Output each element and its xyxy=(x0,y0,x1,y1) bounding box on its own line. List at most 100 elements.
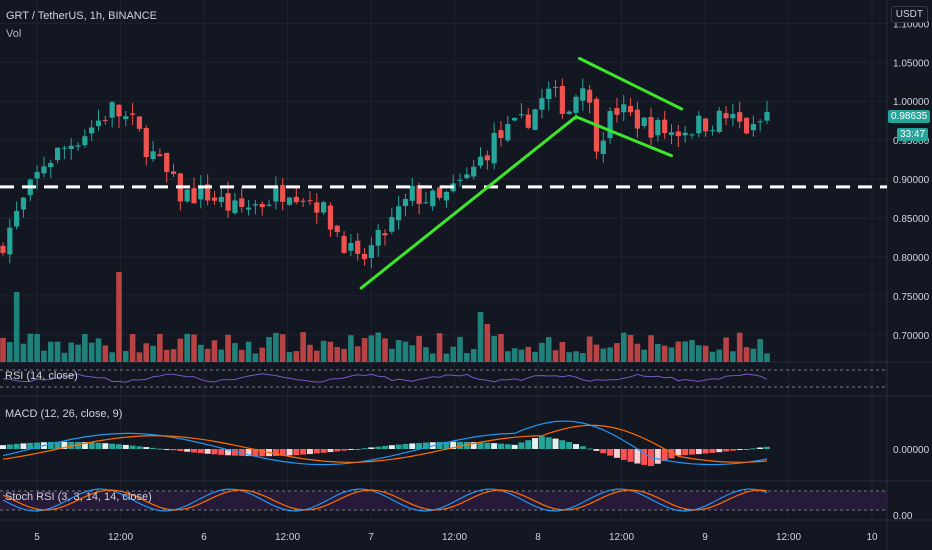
volume-bar xyxy=(300,332,306,362)
candle-body xyxy=(34,172,40,179)
candle-body xyxy=(102,119,108,121)
candle-body xyxy=(518,114,525,116)
stoch-k-line xyxy=(2,488,768,512)
macd-histogram-bar xyxy=(620,449,627,460)
price-tick-label: 1.10000 xyxy=(893,19,930,30)
volume-bar xyxy=(429,353,436,362)
volume-bar xyxy=(641,349,648,362)
volume-bar xyxy=(730,351,736,362)
candle-body xyxy=(484,155,490,161)
candle-body xyxy=(116,104,122,117)
candle-body xyxy=(341,235,347,253)
macd-histogram-bar xyxy=(0,445,6,449)
currency-selector[interactable]: USDT xyxy=(890,6,928,23)
candle-body xyxy=(641,117,647,126)
pattern-trendline xyxy=(574,115,673,158)
candle-body xyxy=(737,112,743,122)
macd-histogram-bar xyxy=(607,449,614,456)
volume-bar xyxy=(648,335,654,362)
candle-body xyxy=(587,89,593,103)
volume-bar xyxy=(695,345,702,362)
macd-histogram-bar xyxy=(259,449,266,457)
candle-body xyxy=(368,245,374,259)
volume-bar xyxy=(129,334,136,362)
time-axis[interactable]: 5 12:00 6 12:00 7 12:00 8 12:00 9 12:00 10 xyxy=(34,532,878,543)
time-tick-label: 5 xyxy=(34,532,40,543)
symbol-title[interactable]: GRT / TetherUS, 1h, BINANCE xyxy=(6,10,158,22)
macd-histogram-bar xyxy=(68,441,75,449)
volume-bar xyxy=(375,332,381,362)
volume-bar xyxy=(518,349,525,362)
macd-histogram-bar xyxy=(559,440,566,449)
volume-bar xyxy=(163,349,170,362)
candle-body xyxy=(552,87,559,89)
macd-histogram-bar xyxy=(504,444,511,449)
candle-body xyxy=(668,132,675,136)
candle-body xyxy=(416,185,422,204)
candle-body xyxy=(75,145,81,147)
candle-body xyxy=(662,119,668,134)
macd-histogram-bar xyxy=(347,449,354,450)
volume-bar xyxy=(600,348,607,362)
candle-body xyxy=(286,197,293,205)
macd-histogram-bar xyxy=(122,444,129,449)
pattern-lines[interactable] xyxy=(359,56,684,290)
candle-body xyxy=(375,229,381,246)
candle-body xyxy=(273,187,279,202)
candle-body xyxy=(334,225,340,233)
volume-bar xyxy=(41,350,47,362)
candle-body xyxy=(600,140,606,155)
volume-label[interactable]: Vol xyxy=(6,28,22,40)
macd-histogram-bar xyxy=(579,446,586,449)
volume-bar xyxy=(95,338,102,362)
volume-bar xyxy=(102,345,109,362)
macd-histogram-bar xyxy=(552,438,559,449)
volume-bar xyxy=(143,343,150,362)
volume-bar xyxy=(545,337,552,362)
volume-bar xyxy=(709,351,716,362)
rsi-pane-title[interactable]: RSI (14, close) xyxy=(5,370,78,382)
pattern-trendline xyxy=(359,115,578,290)
price-tick-label: 0.95000 xyxy=(893,136,930,147)
macd-histogram-bar xyxy=(573,444,579,449)
candle-body xyxy=(723,113,729,119)
volume-bar xyxy=(464,353,470,362)
candle-body xyxy=(0,245,6,254)
signal-line xyxy=(2,424,768,463)
candle-body xyxy=(498,130,504,138)
macd-histogram-bar xyxy=(634,449,641,464)
volume-bar xyxy=(204,348,211,362)
price-tick-label: 0.75000 xyxy=(893,292,930,303)
candle-body xyxy=(123,116,129,120)
volume-bar xyxy=(661,345,668,362)
candle-body xyxy=(95,120,102,127)
volume-bar xyxy=(68,342,75,362)
candle-body xyxy=(211,197,218,201)
price-axis[interactable]: 1.10000 1.05000 1.00000 0.95000 0.90000 0.850… xyxy=(893,19,930,341)
macd-histogram-bar xyxy=(191,449,197,453)
volume-bar xyxy=(423,347,429,362)
macd-histogram-bar xyxy=(675,449,682,456)
candle-body xyxy=(559,86,565,114)
candle-body xyxy=(266,204,272,206)
volume-bar xyxy=(348,335,354,362)
macd-histogram-bar xyxy=(334,449,341,452)
macd-pane-title[interactable]: MACD (12, 26, close, 9) xyxy=(5,408,123,420)
candle-body xyxy=(245,207,252,210)
stoch-band xyxy=(0,491,887,510)
candle-body xyxy=(525,114,531,128)
candle-body xyxy=(539,98,545,110)
candle-body xyxy=(389,217,395,232)
candle-body xyxy=(130,113,136,115)
volume-bar xyxy=(532,351,538,362)
volume-bar xyxy=(47,341,54,362)
candle-body xyxy=(314,202,320,213)
volume-bar xyxy=(539,342,545,362)
price-tick-label: 1.00000 xyxy=(893,97,930,108)
candle-body xyxy=(136,116,143,129)
volume-bar xyxy=(191,334,197,362)
stoch-pane-title[interactable]: Stoch RSI (3, 3, 14, 14, close) xyxy=(5,491,152,503)
macd-histogram-bar xyxy=(211,449,218,455)
candle-body xyxy=(355,240,361,254)
